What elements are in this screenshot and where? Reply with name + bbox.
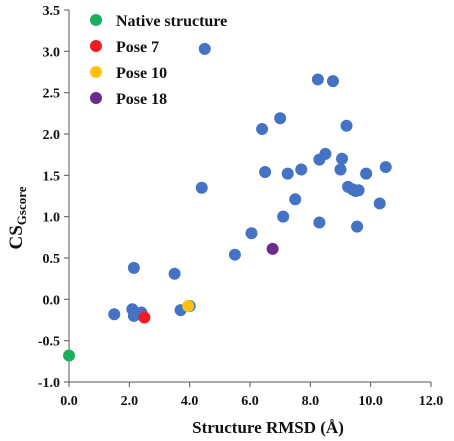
x-tick-label: 4.0 (181, 394, 199, 409)
x-tick-label: 8.0 (302, 394, 320, 409)
legend-marker-pose-10 (90, 66, 102, 78)
y-tick-label: 0.5 (43, 252, 61, 267)
y-tick-label: 0.0 (43, 293, 61, 308)
legend-marker-native-structure (90, 14, 102, 26)
data-point (351, 220, 364, 233)
y-tick-label: 1.5 (43, 169, 61, 184)
x-tick-label: 10.0 (358, 394, 383, 409)
x-tick-labels: 0.0 2.0 4.0 6.0 8.0 10.0 12.0 (60, 394, 443, 409)
legend: Native structure Pose 7 Pose 10 Pose 18 (90, 13, 227, 108)
x-tick-label: 2.0 (121, 394, 139, 409)
point-pose-7 (138, 311, 151, 324)
data-point (274, 112, 287, 125)
data-point (352, 184, 365, 197)
y-tick-label: 3.5 (43, 4, 61, 19)
legend-marker-pose-7 (90, 40, 102, 52)
y-tick-label: -0.5 (38, 335, 60, 350)
y-axis-title-main: CS (6, 225, 27, 249)
y-tick-label: -1.0 (38, 376, 60, 391)
legend-label-pose-7: Pose 7 (116, 39, 159, 56)
data-point (289, 193, 302, 206)
data-point (334, 163, 347, 176)
y-tick-label: 2.5 (43, 87, 61, 102)
y-tick-label: 2.0 (43, 128, 61, 143)
data-point (259, 166, 272, 179)
x-tick-label: 12.0 (419, 394, 444, 409)
legend-label-pose-18: Pose 18 (116, 91, 167, 108)
point-native-structure (63, 349, 75, 362)
data-point (195, 181, 208, 194)
y-tick-label: 3.0 (43, 45, 61, 60)
data-point (295, 163, 308, 176)
x-tick-label: 0.0 (60, 394, 78, 409)
legend-marker-pose-18 (90, 92, 102, 104)
data-point (245, 227, 258, 240)
data-point (336, 152, 349, 165)
data-point (340, 119, 353, 132)
data-point (277, 210, 290, 223)
point-pose-18 (266, 242, 279, 255)
x-axis-title: Structure RMSD (Å) (192, 418, 344, 437)
point-pose-10 (182, 299, 195, 312)
data-point (168, 267, 181, 280)
data-points (63, 42, 392, 362)
data-point (311, 73, 324, 86)
data-point (127, 261, 140, 274)
data-point (360, 167, 373, 180)
axes (64, 9, 432, 387)
data-point (256, 123, 269, 136)
y-axis-title-subscript: Gscore (14, 186, 29, 225)
legend-label-native-structure: Native structure (116, 13, 227, 30)
x-tick-label: 6.0 (241, 394, 259, 409)
data-point (228, 248, 241, 261)
y-tick-label: 1.0 (43, 211, 61, 226)
data-point (313, 216, 326, 229)
y-tick-labels: -1.0 -0.5 0.0 0.5 1.0 1.5 2.0 2.5 3.0 3.5 (38, 4, 60, 391)
data-point (319, 147, 332, 160)
legend-label-pose-10: Pose 10 (116, 65, 167, 82)
y-axis-title: CSGscore (6, 186, 29, 249)
data-point (108, 308, 121, 321)
data-point (198, 42, 211, 55)
data-point (379, 161, 392, 174)
data-point (326, 75, 339, 88)
data-point (373, 197, 386, 210)
data-point (281, 167, 294, 180)
